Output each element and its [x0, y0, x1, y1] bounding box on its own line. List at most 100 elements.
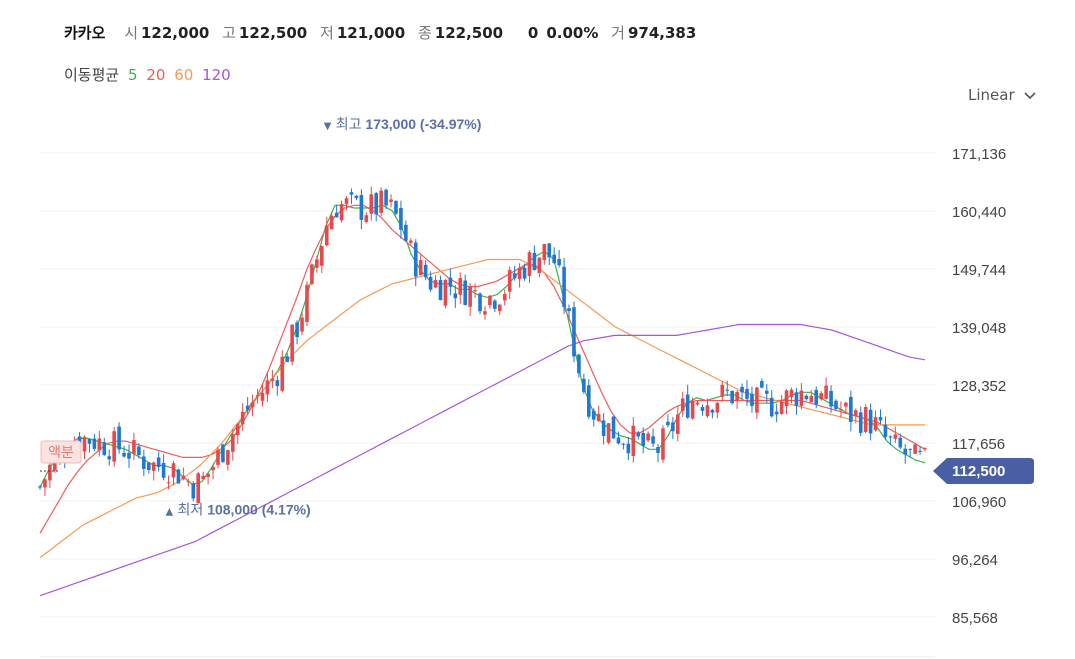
candle-body	[354, 195, 359, 199]
candle-body	[586, 385, 591, 417]
candle-body	[176, 469, 181, 484]
candle-body	[250, 402, 255, 408]
candle-body	[191, 483, 196, 499]
candle-body	[908, 448, 912, 450]
grid-lines	[40, 152, 935, 658]
candle-body	[389, 199, 393, 203]
candle-body	[448, 277, 453, 287]
candle-body	[799, 390, 804, 406]
ma-line-20	[39, 204, 926, 534]
candle-body	[339, 204, 344, 221]
candle-body	[621, 443, 626, 445]
candle-body	[379, 190, 383, 213]
candle-body	[730, 390, 734, 404]
candle-body	[646, 433, 650, 441]
moving-average-lines	[39, 204, 926, 597]
candle-body	[883, 424, 888, 437]
candle-body	[552, 254, 556, 264]
candle-body	[38, 486, 42, 488]
candle-body	[784, 390, 789, 407]
low-marker-label: 최저 108,000 (4.17%)	[178, 501, 311, 517]
candle-body	[853, 410, 858, 417]
candle-body	[235, 424, 240, 436]
candle-body	[577, 354, 581, 374]
candle-body	[211, 466, 215, 471]
candle-body	[779, 401, 784, 414]
candle-body	[102, 442, 107, 456]
candle-body	[161, 462, 166, 478]
high-marker-value: 173,000 (-34.97%)	[365, 116, 481, 132]
ma-120[interactable]: 120	[202, 66, 231, 84]
candle-body	[878, 417, 883, 421]
candle-body	[399, 207, 403, 230]
candle-body	[690, 401, 695, 419]
candle-body	[488, 295, 492, 306]
candle-body	[423, 264, 428, 278]
y-tick-label: 106,960	[952, 494, 1006, 511]
candle-body	[196, 473, 201, 504]
candle-body	[384, 189, 388, 206]
candle-body	[468, 286, 472, 307]
candle-body	[433, 279, 438, 288]
candle-body	[764, 390, 769, 394]
candle-body	[532, 252, 537, 271]
candle-body	[512, 273, 517, 279]
candle-body	[315, 259, 319, 268]
ma-20[interactable]: 20	[146, 66, 166, 84]
candle-body	[641, 432, 645, 446]
candle-body	[527, 252, 532, 276]
ma-60[interactable]: 60	[174, 66, 194, 84]
candle-body	[334, 212, 339, 218]
candle-body	[394, 201, 398, 214]
candle-body	[92, 438, 97, 449]
candle-body	[596, 413, 601, 422]
ma-5[interactable]: 5	[127, 66, 138, 84]
candle-body	[483, 311, 487, 315]
candle-body	[547, 243, 552, 258]
ma-line-60	[39, 258, 925, 559]
candle-body	[814, 389, 819, 405]
scale-dropdown[interactable]: Linear	[968, 86, 1037, 104]
y-axis-labels: 171,136 160,440 149,744 139,048 128,352 117,6…	[952, 146, 1006, 627]
candle-body	[404, 224, 408, 241]
candle-body	[245, 405, 250, 411]
ma-title: 이동평균	[64, 66, 120, 84]
candle-body	[216, 449, 220, 465]
y-tick-label: 96,264	[952, 552, 998, 569]
candle-body	[349, 192, 354, 195]
candle-body	[137, 446, 141, 456]
candle-body	[769, 397, 774, 417]
candle-body	[750, 393, 754, 407]
candle-body	[809, 395, 814, 403]
candle-body	[671, 422, 675, 432]
candle-body	[849, 396, 853, 422]
candle-body	[582, 378, 586, 392]
candle-body	[206, 473, 210, 477]
candle-body	[710, 409, 715, 413]
candle-body	[626, 443, 631, 454]
candle-body	[755, 387, 759, 413]
candle-body	[409, 240, 413, 243]
y-tick-label: 85,568	[952, 610, 998, 627]
candle-body	[374, 193, 379, 215]
moving-average-legend: 이동평균 5 20 60 120	[64, 64, 235, 85]
candle-body	[844, 402, 848, 407]
high-value: 122,500	[238, 24, 308, 42]
candle-body	[112, 431, 116, 462]
low-label: 저	[320, 24, 334, 42]
y-tick-label: 139,048	[952, 320, 1006, 337]
candle-body	[413, 242, 418, 277]
candle-body	[675, 414, 680, 434]
candle-body	[636, 432, 641, 437]
candle-body	[295, 322, 299, 338]
y-tick-label: 160,440	[952, 204, 1006, 221]
dividend-badge[interactable]	[40, 440, 82, 464]
candle-body	[438, 280, 443, 301]
candle-body	[142, 456, 146, 469]
candle-body	[443, 279, 448, 306]
candle-body	[226, 450, 230, 465]
high-marker-label: 최고 173,000 (-34.97%)	[336, 116, 482, 132]
candle-body	[685, 394, 690, 418]
candle-body	[705, 405, 710, 417]
